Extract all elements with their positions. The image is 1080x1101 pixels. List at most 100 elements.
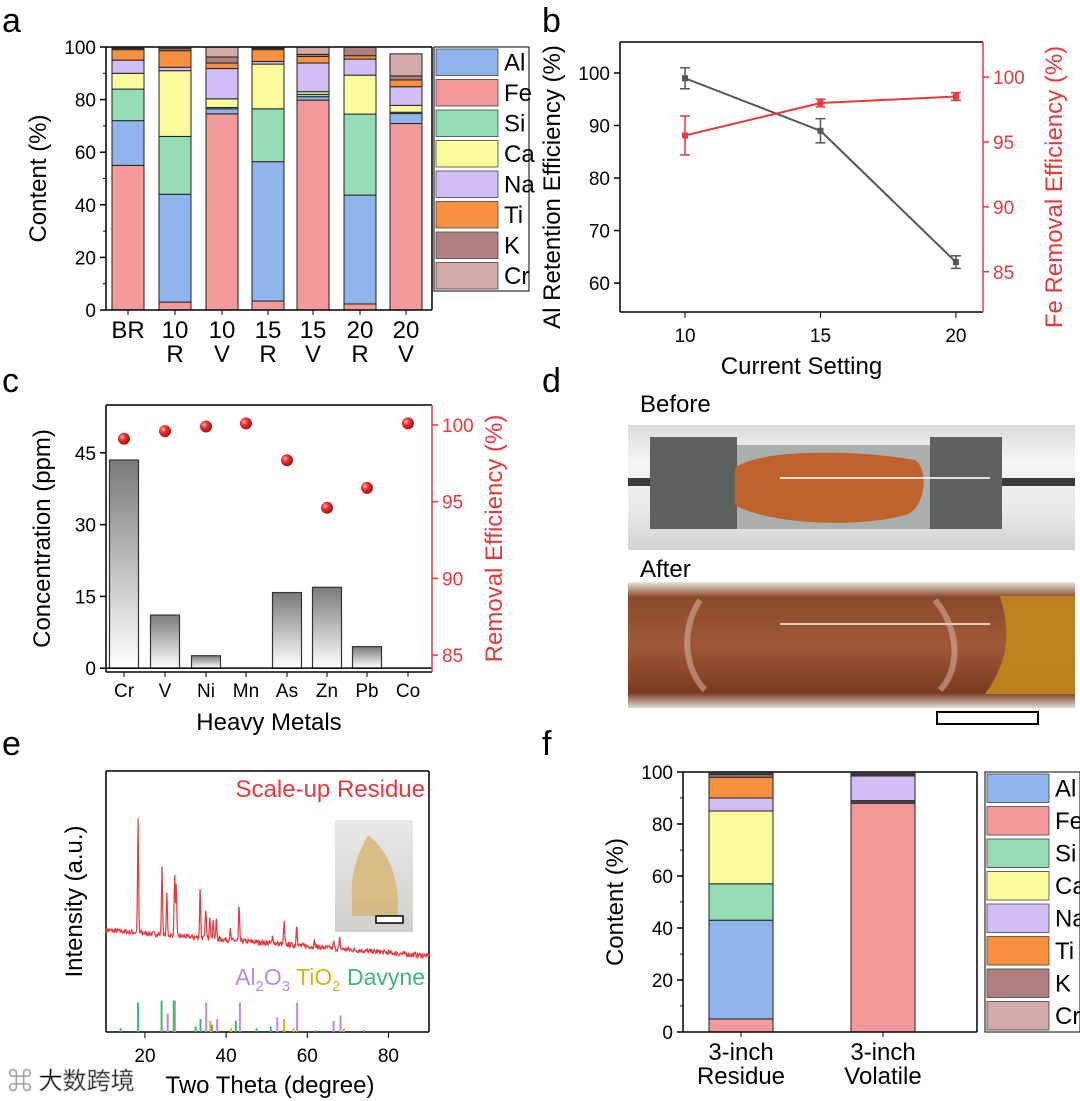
bar-segment-Ti [111,49,145,61]
legend-label-Si: Si [504,110,525,137]
before-boat-left-end [650,437,737,529]
x-tick-label: 20 [945,326,966,347]
x-tick-label: 3-inch [708,1039,773,1066]
legend-label-Fe: Fe [1055,808,1080,835]
legend-label-Ca: Ca [504,141,535,168]
bar-segment-Al [708,919,774,1020]
panel-f-ytick-label: 0 [662,1023,673,1044]
legend-swatch-K [435,231,499,259]
y-axis-label: Content (%) [602,838,629,966]
panel-b-left-ytick-label: 90 [589,117,610,138]
y-axis-label: Content (%) [25,114,52,242]
panel-a-ytick-label: 0 [85,301,96,322]
bar-segment-Al [296,96,330,101]
x-tick-label: Pb [355,681,378,702]
legend-swatch-Cr [435,262,499,290]
data-point [952,259,959,266]
legend-swatch-Fe [986,806,1050,836]
bar-segment-K [205,56,239,64]
legend-swatch-Cr [986,1001,1050,1031]
legend-label-Al: Al [1055,775,1076,802]
x-tick-label: 15 [810,326,831,347]
x-tick-label: 10 [674,326,695,347]
legend-swatch-Ti [435,201,499,229]
bar-segment-Ti [708,776,774,799]
bar-segment-Fe [296,99,330,311]
y-axis-label-right: Removal Efficiency (%) [481,415,508,663]
legend-label-Cr: Cr [1055,1003,1080,1030]
bar-segment-Ca [343,74,377,115]
bar-segment-Fe [343,303,377,311]
bar-segment-Al [251,161,285,302]
x-tick-label: Cr [114,681,135,702]
removal-point-Ni [200,420,212,433]
watermark: ⌘ 大数跨境 [8,1068,135,1095]
panel-c-left-ytick-label: 45 [75,444,96,465]
removal-point-Cr [118,432,130,445]
panel-c-right-ytick-label: 95 [442,493,463,514]
x-tick-label: Residue [697,1063,785,1090]
bar-segment-Cr [708,772,774,776]
x-tick-label: Co [396,681,420,702]
bar-segment-Ca [111,72,145,90]
panel-b-left-ytick-label: 80 [589,169,610,190]
bar-segment-Cr [389,53,423,77]
panel-b-left-ytick-label: 60 [589,274,610,295]
legend-label-Na: Na [504,171,535,198]
panel-label-f: f [542,725,552,763]
bar-segment-Na [158,66,192,72]
legend-label-Cr: Cr [504,263,529,290]
panel-a-ytick-label: 20 [75,248,96,269]
legend-swatch-Ca [986,871,1050,901]
panel-label-d: d [542,362,561,400]
bar-segment-Na [343,58,377,76]
removal-point-Pb [361,481,373,494]
bar-segment-Ti [205,62,239,70]
legend-label-Na: Na [1055,905,1080,932]
legend-label-Al: Al [504,49,525,76]
bar-segment-Al [389,113,423,125]
panel-label-a: a [2,2,21,40]
removal-point-Co [402,417,414,430]
x-tick-label: Mn [233,681,259,702]
bar-segment-K [343,46,377,57]
reference-legend-part: 2 [256,978,264,995]
after-ring [932,598,958,693]
x-tick-label: 20 [347,317,374,344]
bar-As [271,591,303,669]
panel-a-ytick-label: 60 [75,143,96,164]
legend-label-Ti: Ti [504,202,523,229]
reference-legend-part: 3 [282,978,290,995]
legend-swatch-Na [435,170,499,198]
legend-label-Fe: Fe [504,80,532,107]
panel-label-e: e [2,725,21,763]
panel-c-left-ytick-label: 0 [85,659,96,680]
before-sample [735,452,924,523]
legend-swatch-Ca [435,140,499,168]
x-tick-label: 10 [209,317,236,344]
inset-scale-bar [375,915,404,924]
x-tick-label: 15 [255,317,282,344]
bar-Ni [190,655,222,669]
panel-f-ytick-label: 80 [652,815,673,836]
panel-a-ytick-label: 100 [64,38,96,59]
reference-legend-part: 2 [332,978,340,995]
reference-legend-part: Davyne [341,964,425,990]
bar-segment-Fe [205,113,239,311]
data-point [952,93,959,100]
bar-segment-Si [251,108,285,163]
bar-segment-Fe [111,164,145,311]
x-tick-label: 10 [162,317,189,344]
bar-segment-Al [205,108,239,115]
bar-segment-Cr [205,46,239,58]
legend-swatch-Ti [986,936,1050,966]
after-yellow-deposit [985,596,1075,694]
reference-legend: Al2O3 TiO2 Davyne [235,964,425,995]
inset-powder [351,835,398,900]
bar-segment-Na [205,68,239,100]
x-tick-label: As [276,681,298,702]
bar-segment-Si [708,883,774,921]
removal-point-V [159,425,171,438]
removal-point-As [281,454,293,467]
x-tick-label: V [398,341,414,368]
